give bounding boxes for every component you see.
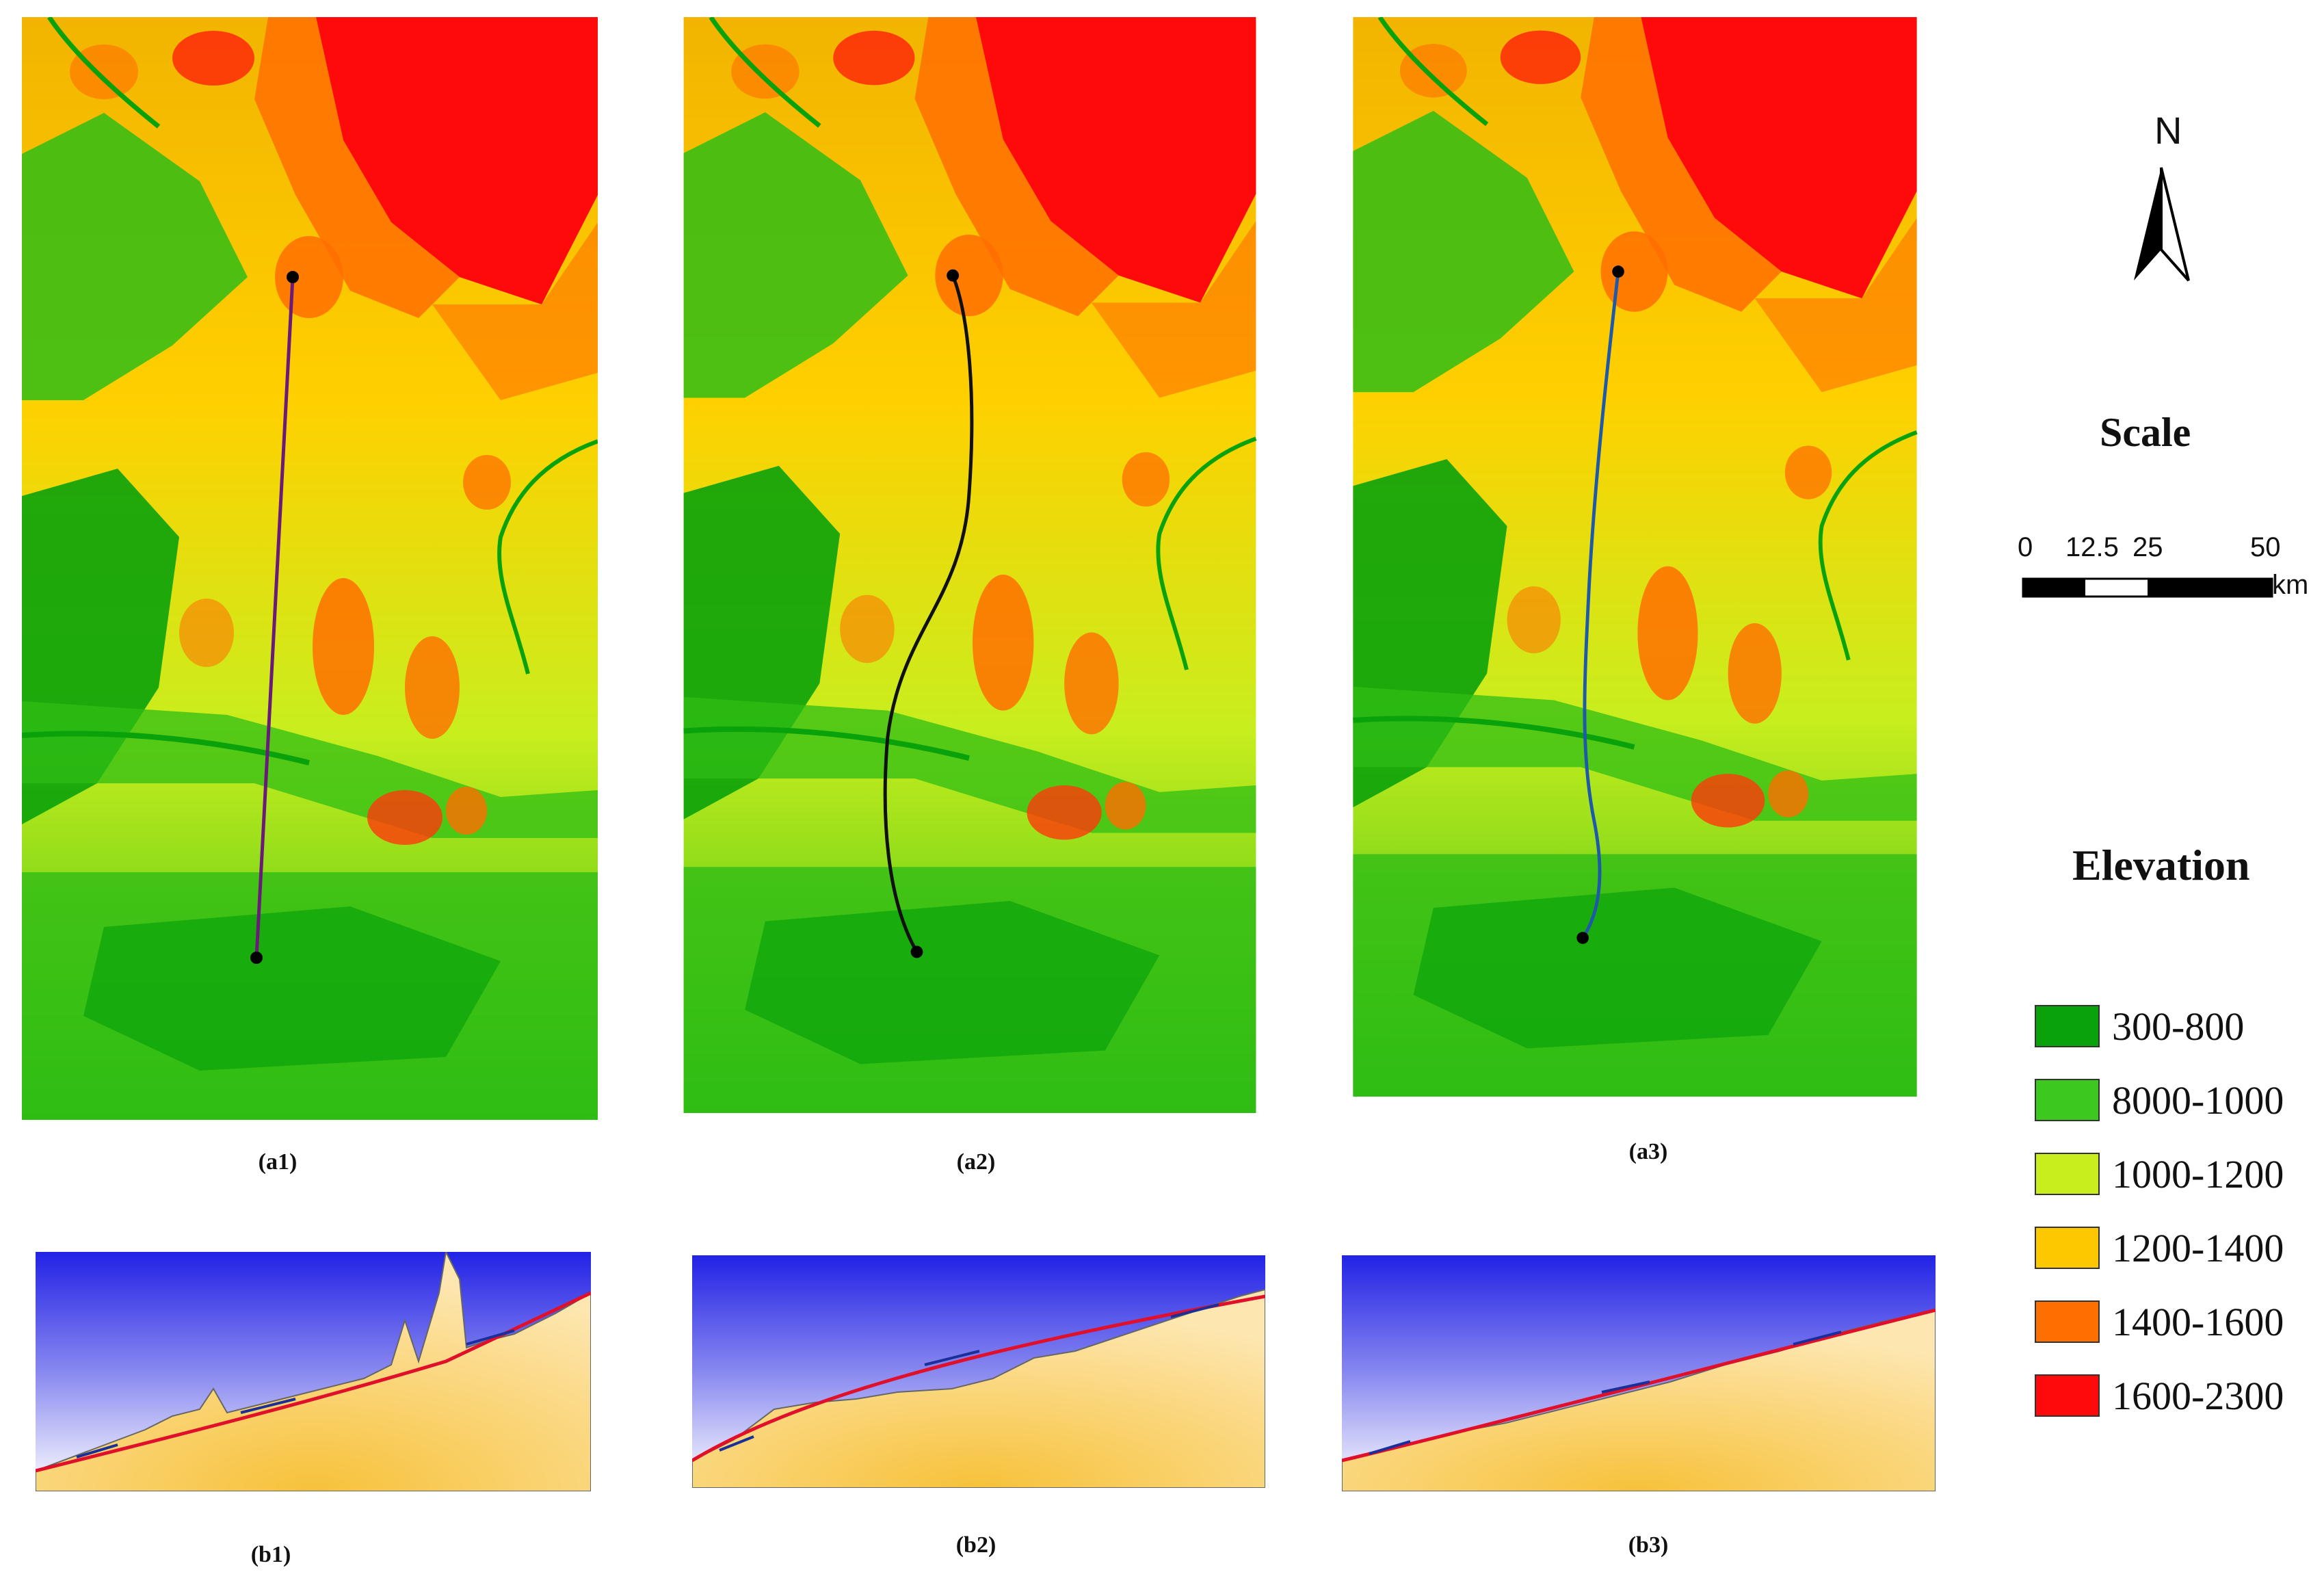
legend-item: 1200-1400 — [2035, 1223, 2284, 1272]
legend-item: 8000-1000 — [2035, 1075, 2284, 1125]
scale-title: Scale — [2100, 410, 2191, 455]
legend-item: 1400-1600 — [2035, 1297, 2284, 1346]
north-arrow-icon — [2134, 167, 2190, 282]
scale-tick-0: 0 — [2018, 532, 2033, 562]
profile-b1-svg — [36, 1252, 591, 1491]
start-point-marker — [947, 269, 960, 282]
design-grade-line — [692, 1294, 1265, 1463]
legend-item: 1000-1200 — [2035, 1149, 2284, 1199]
scale-tick-50: 50 — [2250, 532, 2281, 562]
elevation-map-a1 — [22, 17, 598, 1120]
caption-a3: (a3) — [1628, 1139, 1668, 1164]
legend-label: 300-800 — [2112, 1004, 2245, 1049]
legend-label: 1000-1200 — [2112, 1151, 2284, 1196]
elevation-map-a3 — [1336, 17, 1934, 1097]
end-point-marker — [910, 945, 923, 958]
scale-bar — [2022, 577, 2273, 598]
caption-a1: (a1) — [258, 1149, 298, 1175]
caption-a2: (a2) — [956, 1149, 996, 1175]
north-label: N — [2154, 109, 2182, 152]
legend-label: 1200-1400 — [2112, 1225, 2284, 1270]
route-line-a1 — [254, 276, 295, 958]
profile-b1 — [36, 1252, 591, 1491]
scale-unit: km — [2272, 570, 2309, 600]
start-point-marker — [1612, 265, 1624, 278]
start-point-marker — [287, 271, 299, 283]
map-a2-svg — [679, 17, 1260, 1113]
map-a3-svg — [1336, 17, 1934, 1097]
scale-tick-25: 25 — [2132, 532, 2163, 562]
caption-b1: (b1) — [250, 1542, 291, 1567]
legend-swatch — [2035, 1300, 2100, 1343]
end-point-marker — [1576, 932, 1589, 944]
legend-swatch — [2035, 1227, 2100, 1269]
profile-b2 — [692, 1255, 1265, 1488]
legend-swatch — [2035, 1079, 2100, 1121]
route-line-a2 — [883, 274, 974, 953]
profile-b3 — [1342, 1255, 1936, 1491]
legend-swatch — [2035, 1005, 2100, 1047]
legend-label: 1600-2300 — [2112, 1373, 2284, 1418]
end-point-marker — [250, 952, 263, 964]
profile-b3-svg — [1342, 1255, 1936, 1491]
caption-b2: (b2) — [955, 1532, 996, 1558]
legend-swatch — [2035, 1374, 2100, 1417]
profile-b2-svg — [692, 1255, 1265, 1488]
route-line-a3 — [1581, 271, 1620, 939]
caption-b3: (b3) — [1628, 1532, 1669, 1558]
scale-tick-12-5: 12.5 — [2065, 532, 2119, 562]
legend-item: 1600-2300 — [2035, 1371, 2284, 1420]
legend-title: Elevation — [2072, 841, 2250, 889]
elevation-map-a2 — [679, 17, 1260, 1113]
design-grade-line — [1342, 1308, 1936, 1463]
design-grade-line — [36, 1291, 591, 1473]
legend-item: 300-800 — [2035, 1002, 2244, 1051]
map-a1-svg — [22, 17, 598, 1120]
legend-label: 1400-1600 — [2112, 1299, 2284, 1344]
legend-swatch — [2035, 1153, 2100, 1195]
legend-label: 8000-1000 — [2112, 1077, 2284, 1123]
